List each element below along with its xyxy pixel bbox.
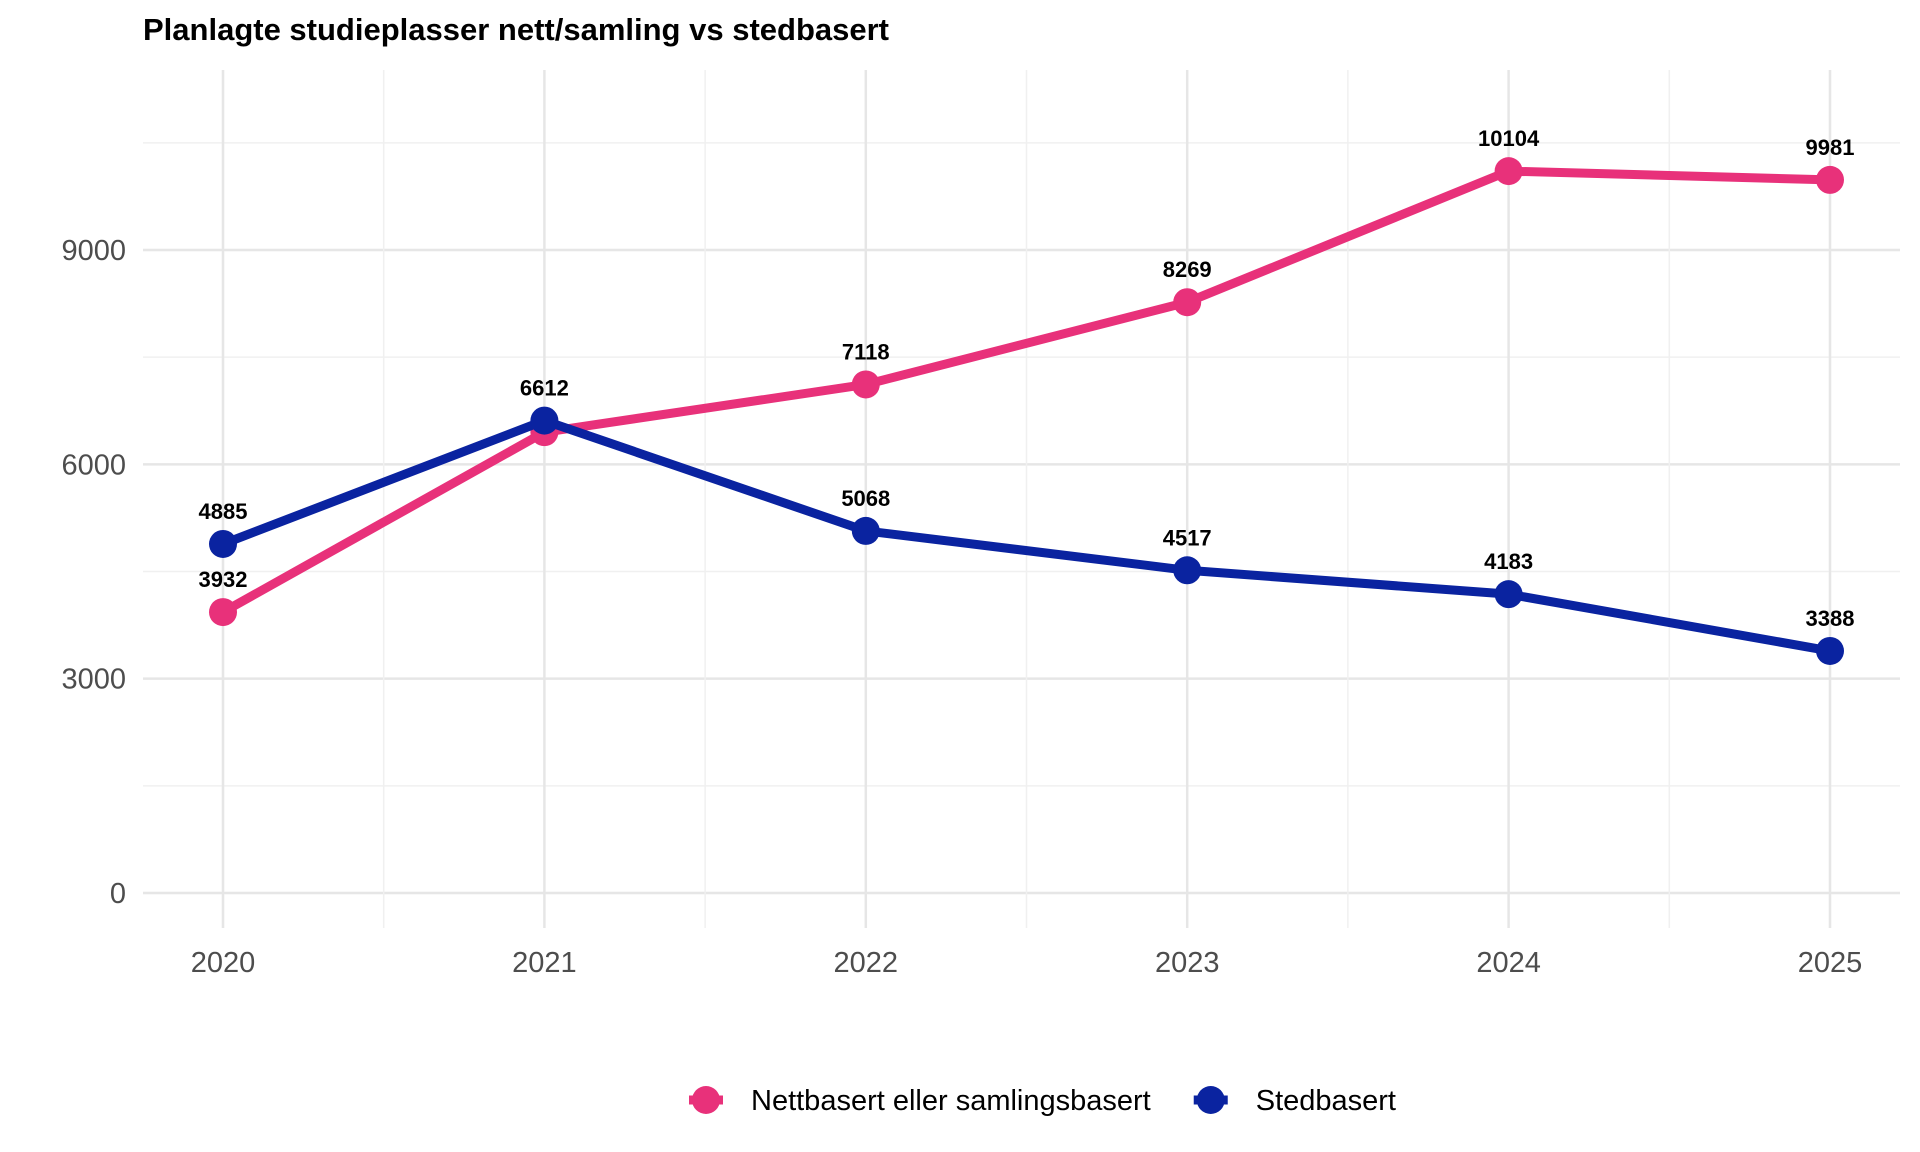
data-point [1494,157,1523,186]
x-tick-label: 2020 [191,947,256,979]
legend-label: Stedbasert [1256,1085,1396,1117]
y-tick-label: 3000 [61,664,126,696]
data-point [1173,556,1202,585]
data-label: 4183 [1484,549,1533,574]
series-line [218,166,1835,617]
x-tick-label: 2025 [1798,947,1863,979]
legend-item: Nettbasert eller samlingsbasert [689,1085,1151,1117]
chart-title: Planlagte studieplasser nett/samling vs … [143,12,889,47]
data-label: 8269 [1163,257,1212,282]
legend-label: Nettbasert eller samlingsbasert [751,1085,1151,1117]
y-tick-label: 6000 [61,449,126,481]
y-axis-ticks: 0 3000 6000 9000 [61,235,126,910]
data-label: 10104 [1478,126,1540,151]
data-label: 6612 [520,376,569,401]
data-label: 3388 [1806,606,1855,631]
data-label: 3932 [199,567,248,592]
data-label: 4517 [1163,525,1212,550]
data-point [1816,165,1844,194]
legend: Nettbasert eller samlingsbasert Stedbaser… [689,1085,1396,1117]
data-point [209,598,237,627]
data-point [1816,636,1844,665]
x-axis-ticks: 2020 2021 2022 2023 2024 2025 [191,947,1863,979]
legend-marker [692,1086,720,1114]
legend-marker [1196,1086,1225,1114]
data-label: 5068 [841,486,890,511]
data-point [209,529,237,558]
y-tick-label: 0 [110,878,126,910]
series-lines [209,157,1844,665]
data-label: 4885 [199,499,248,524]
data-point [1494,580,1523,609]
grid-lines [143,70,1900,928]
y-tick-label: 9000 [61,235,126,267]
data-label: 7118 [842,339,890,364]
x-tick-label: 2022 [834,947,899,979]
data-labels: 3932 7118 8269 10104 9981 4885 6612 5068 4517 418… [199,126,1855,631]
series-line [218,416,1835,656]
data-point [851,516,880,545]
x-tick-label: 2021 [512,947,577,979]
x-tick-label: 2024 [1476,947,1541,979]
data-point [851,370,880,399]
data-point [1173,288,1202,317]
x-tick-label: 2023 [1155,947,1220,979]
data-label: 9981 [1806,135,1855,160]
legend-item: Stedbasert [1193,1085,1396,1117]
data-point [530,406,559,435]
